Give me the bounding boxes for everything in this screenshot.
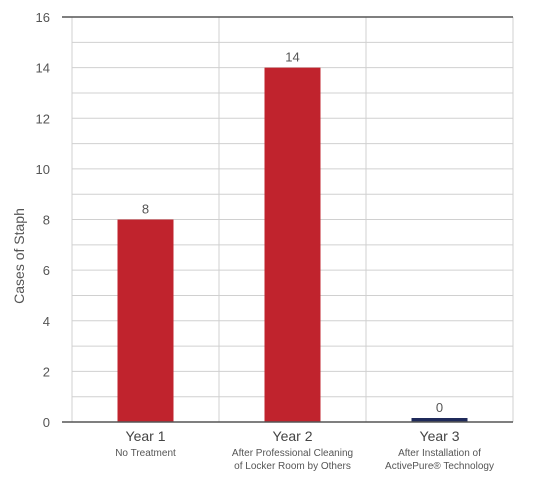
x-tick-sublabel: of Locker Room by Others bbox=[234, 461, 351, 472]
y-axis-title: Cases of Staph bbox=[11, 208, 27, 304]
axes: 0 2 4 6 8 10 12 14 16 bbox=[36, 10, 513, 430]
x-tick-label: Year 1 bbox=[126, 428, 166, 444]
x-tick-label: Year 2 bbox=[273, 428, 313, 444]
y-tick-label: 8 bbox=[43, 213, 50, 228]
y-tick-label: 4 bbox=[43, 314, 50, 329]
data-label: 14 bbox=[285, 50, 299, 65]
bars bbox=[117, 67, 468, 422]
x-tick-label: Year 3 bbox=[420, 428, 460, 444]
y-tick-label: 10 bbox=[36, 162, 50, 177]
bar bbox=[411, 418, 468, 422]
y-tick-label: 2 bbox=[43, 364, 50, 379]
y-tick-label: 14 bbox=[36, 61, 50, 76]
y-tick-label: 6 bbox=[43, 263, 50, 278]
data-label: 0 bbox=[436, 400, 443, 415]
x-tick-sublabel: ActivePure® Technology bbox=[385, 461, 494, 472]
data-label: 8 bbox=[142, 202, 149, 217]
x-tick-sublabel: No Treatment bbox=[115, 448, 176, 459]
bar bbox=[117, 219, 174, 422]
bar bbox=[264, 67, 321, 422]
y-tick-label: 16 bbox=[36, 10, 50, 25]
y-tick-label: 0 bbox=[43, 415, 50, 430]
y-tick-label: 12 bbox=[36, 111, 50, 126]
x-tick-sublabel: After Installation of bbox=[398, 448, 481, 459]
x-tick-sublabel: After Professional Cleaning bbox=[232, 448, 353, 459]
labels: 8 Year 1 No Treatment 14 Year 2 After Profess… bbox=[115, 50, 494, 472]
